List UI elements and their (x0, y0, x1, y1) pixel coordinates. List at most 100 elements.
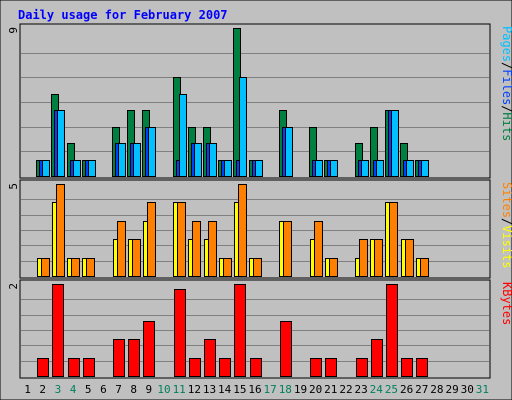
kbytes-bar (250, 358, 262, 377)
kbytes-bar (280, 321, 292, 377)
chart-panels: 9 5 2 (7, 23, 491, 379)
pages-bar (42, 160, 50, 177)
sites-bar (41, 258, 50, 277)
kbytes-bar (219, 358, 231, 377)
x-tick-label: 27 (415, 383, 428, 396)
sites-bar (374, 239, 383, 277)
sites-bar (389, 202, 398, 277)
pages-bar (118, 143, 126, 177)
x-tick-label: 20 (309, 383, 322, 396)
sites-bar (56, 184, 65, 277)
x-tick-label: 16 (248, 383, 261, 396)
x-tick-label: 28 (430, 383, 443, 396)
chart-title: Daily usage for February 2007 (18, 8, 228, 22)
sites-bar (314, 221, 323, 277)
legend-visits: Visits (500, 225, 512, 268)
x-tick-label: 2 (39, 383, 46, 396)
top-panel-ymax-label: 9 (7, 27, 20, 34)
bottom-panel-legend: KBytes (500, 282, 512, 325)
x-tick-label: 13 (203, 383, 216, 396)
kbytes-bar (52, 284, 64, 377)
pages-bar (361, 160, 369, 177)
kbytes-bar (416, 358, 428, 377)
pages-bar (224, 160, 232, 177)
pages-bar (57, 110, 65, 177)
bottom-panel: 2 (7, 279, 491, 379)
x-tick-label: 5 (85, 383, 92, 396)
sites-bar (192, 221, 201, 277)
sites-bar (283, 221, 292, 277)
x-tick-label: 21 (324, 383, 337, 396)
pages-bar (285, 127, 293, 177)
pages-bar (421, 160, 429, 177)
x-tick-label: 11 (173, 383, 186, 396)
legend-pages: Pages (500, 26, 512, 62)
middle-panel-ymax-label: 5 (7, 183, 20, 190)
x-tick-label: 3 (55, 383, 62, 396)
legend-separator: / (500, 105, 512, 112)
pages-bar (391, 110, 399, 177)
kbytes-bar (371, 339, 383, 377)
x-tick-label: 22 (339, 383, 352, 396)
legend-separator: / (500, 62, 512, 69)
pages-bar (73, 160, 81, 177)
legend-hits: Hits (500, 112, 512, 141)
kbytes-bar (386, 284, 398, 377)
sites-bar (420, 258, 429, 277)
pages-bar (330, 160, 338, 177)
legend-separator: / (500, 218, 512, 225)
sites-bar (132, 239, 141, 277)
x-tick-label: 18 (279, 383, 292, 396)
sites-bar (208, 221, 217, 277)
x-tick-label: 7 (115, 383, 122, 396)
x-tick-label: 1 (24, 383, 31, 396)
x-tick-label: 15 (233, 383, 246, 396)
pages-bar (406, 160, 414, 177)
x-tick-label: 29 (445, 383, 458, 396)
sites-bar (177, 202, 186, 277)
x-tick-label: 24 (370, 383, 384, 396)
x-tick-label: 8 (130, 383, 137, 396)
kbytes-bar (356, 358, 368, 377)
pages-bar (133, 143, 141, 177)
x-tick-label: 4 (70, 383, 77, 396)
sites-bar (147, 202, 156, 277)
kbytes-bar (325, 358, 337, 377)
kbytes-bar (68, 358, 80, 377)
x-axis-day-labels: 1 2 3 4 5 6 7 8 9 10 11 12 13 14 15 16 17 18 19 20 21 22 23 24 2… (24, 383, 489, 396)
top-panel-border (19, 23, 491, 179)
pages-bar (315, 160, 323, 177)
middle-panel-legend: Sites/Visits (500, 182, 512, 269)
kbytes-bar (113, 339, 125, 377)
top-panel-legend: Pages/Files/Hits (500, 26, 512, 141)
sites-bar (71, 258, 80, 277)
sites-bar (223, 258, 232, 277)
x-tick-label: 10 (157, 383, 170, 396)
pages-bar (255, 160, 263, 177)
kbytes-bar (204, 339, 216, 377)
sites-bar (238, 184, 247, 277)
x-tick-label: 31 (476, 383, 489, 396)
sites-bar (359, 239, 368, 277)
sites-bar (329, 258, 338, 277)
x-tick-label: 6 (100, 383, 107, 396)
legend-files: Files (500, 69, 512, 105)
sites-bar (253, 258, 262, 277)
kbytes-bar (174, 289, 186, 377)
kbytes-bar (234, 284, 246, 377)
pages-bar (209, 143, 217, 177)
pages-bar (88, 160, 96, 177)
pages-bar (376, 160, 384, 177)
pages-bar (148, 127, 156, 177)
kbytes-bar (310, 358, 322, 377)
x-tick-label: 30 (461, 383, 474, 396)
kbytes-bar (83, 358, 95, 377)
sites-bar (117, 221, 126, 277)
sites-bar (405, 239, 414, 277)
x-tick-label: 17 (264, 383, 277, 396)
pages-bar (239, 77, 247, 177)
x-tick-label: 25 (385, 383, 398, 396)
kbytes-bar (189, 358, 201, 377)
